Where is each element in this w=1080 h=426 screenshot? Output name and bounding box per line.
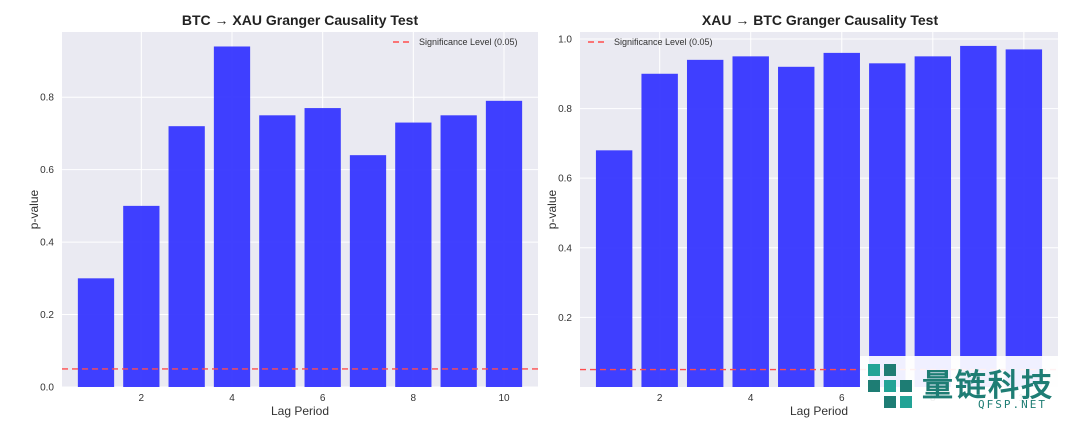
bar-lag-5 — [259, 115, 296, 387]
bar-lag-2 — [123, 205, 160, 387]
bar-lag-3 — [168, 126, 205, 388]
bar-lag-4 — [732, 56, 769, 388]
bar-lag-8 — [395, 122, 432, 388]
bar-lag-9 — [440, 115, 477, 387]
y-axis-label: p-value — [27, 189, 41, 229]
watermark-subtext: QFSP.NET — [978, 398, 1047, 411]
legend-label: Significance Level (0.05) — [419, 37, 518, 47]
bar-lag-1 — [77, 278, 115, 387]
bar-lag-10 — [1005, 49, 1043, 387]
x-tick-label: 6 — [839, 393, 845, 404]
bar-lag-2 — [641, 73, 678, 387]
y-tick-label: 0.2 — [558, 313, 572, 324]
bar-lag-7 — [349, 155, 387, 387]
chart-title: XAU → BTC Granger Causality Test — [702, 12, 939, 28]
x-tick-label: 10 — [498, 393, 510, 404]
y-tick-label: 0.6 — [558, 174, 572, 185]
chart-panel-1: 0.0 0.2 0.4 0.6 0.8 2 4 6 8 10 BTC → XAU Granger C… — [27, 12, 538, 418]
y-tick-label: 0.4 — [558, 243, 572, 254]
bar-lag-5 — [778, 66, 815, 387]
watermark-text: 量链科技 — [922, 368, 1054, 404]
bar-lag-1 — [595, 150, 633, 387]
y-tick-label: 0.8 — [40, 93, 54, 104]
x-tick-label: 2 — [139, 393, 145, 404]
y-tick-label: 0.0 — [40, 383, 54, 394]
bar-lag-9 — [960, 45, 997, 387]
watermark-logo-icon — [868, 364, 912, 408]
bar-lag-3 — [686, 59, 724, 387]
y-tick-label: 0.6 — [40, 165, 54, 176]
x-axis-label: Lag Period — [790, 404, 848, 418]
x-tick-label: 6 — [320, 393, 326, 404]
x-axis-label: Lag Period — [271, 404, 329, 418]
bar-lag-6 — [823, 52, 860, 387]
watermark: 量链科技 QFSP.NET — [860, 356, 1074, 416]
bar-lag-10 — [485, 100, 523, 387]
y-tick-label: 0.8 — [558, 104, 572, 115]
y-axis-label: p-value — [545, 189, 559, 229]
bar-lag-4 — [213, 46, 251, 387]
x-tick-label: 2 — [657, 393, 663, 404]
chart-title: BTC → XAU Granger Causality Test — [182, 12, 419, 28]
y-tick-label: 0.2 — [40, 310, 54, 321]
x-tick-label: 4 — [229, 393, 235, 404]
chart-panel-2: 0.20.40.60.81.0246810XAU → BTC Granger C… — [545, 12, 1058, 418]
y-tick-label: 1.0 — [558, 34, 572, 45]
bar-lag-8 — [914, 56, 952, 388]
x-tick-label: 4 — [748, 393, 754, 404]
bar-lag-7 — [869, 63, 906, 388]
bar-lag-6 — [304, 108, 341, 388]
y-tick-label: 0.4 — [40, 238, 54, 249]
x-tick-label: 8 — [411, 393, 417, 404]
legend-label: Significance Level (0.05) — [614, 37, 713, 47]
